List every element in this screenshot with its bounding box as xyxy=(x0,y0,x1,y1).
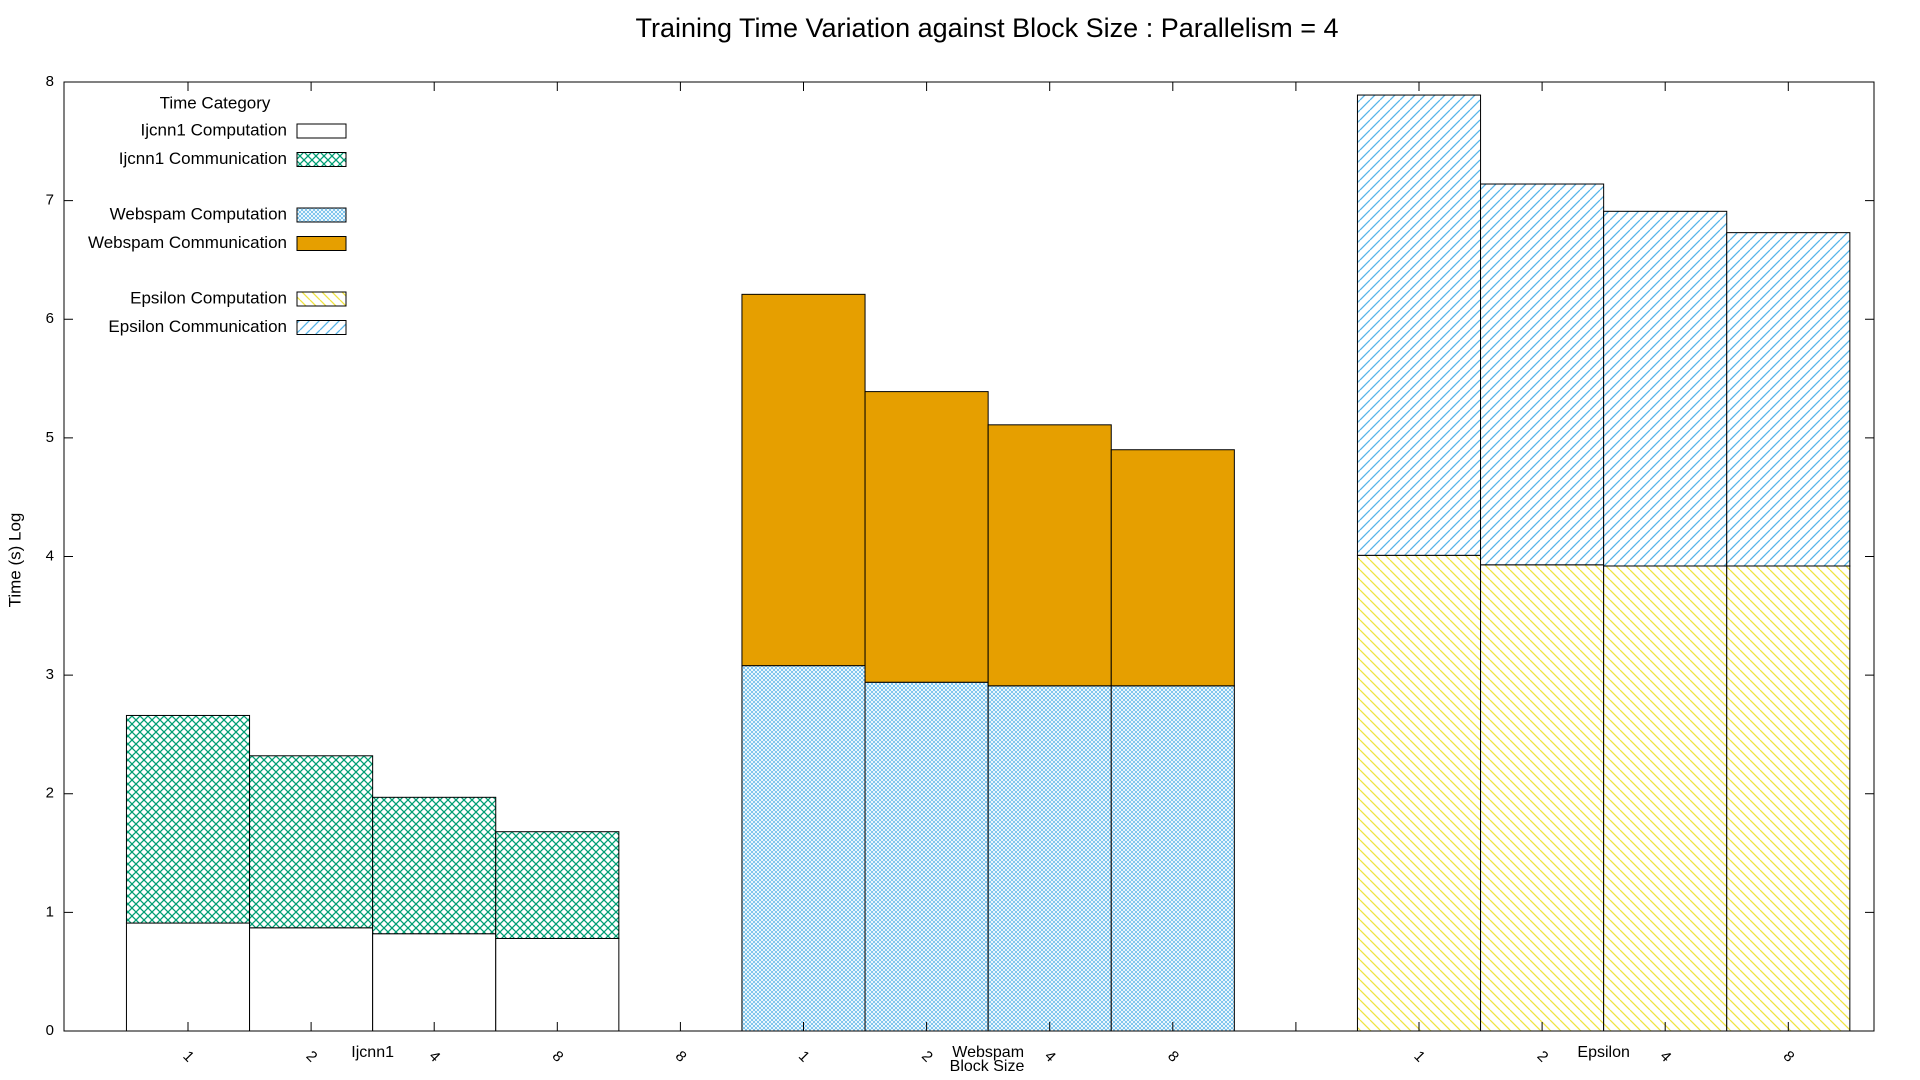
legend-label: Ijcnn1 Computation xyxy=(141,120,287,139)
group-label: Webspam xyxy=(952,1044,1024,1061)
bar-segment xyxy=(1480,564,1605,1032)
bar-segment xyxy=(1726,565,1851,1032)
bar-segment xyxy=(1603,565,1728,1032)
bar-segment xyxy=(741,293,866,667)
bar-segment xyxy=(864,681,989,1032)
legend-swatch xyxy=(296,207,347,223)
bar-segment xyxy=(1356,554,1482,1032)
y-tick-label: 1 xyxy=(46,903,54,920)
bar-segment xyxy=(1110,449,1235,687)
bar-segment xyxy=(125,714,251,924)
legend-label: Epsilon Computation xyxy=(130,288,287,307)
y-tick-label: 0 xyxy=(46,1022,54,1039)
legend-label: Ijcnn1 Communication xyxy=(119,149,287,168)
y-tick-label: 7 xyxy=(46,192,54,209)
y-tick-label: 5 xyxy=(46,429,54,446)
bar-segment xyxy=(1480,183,1605,566)
bar-segment xyxy=(372,796,497,935)
bar-segment xyxy=(372,933,497,1032)
bar-segment xyxy=(987,424,1112,687)
y-tick-label: 4 xyxy=(46,547,54,564)
y-tick-label: 3 xyxy=(46,666,54,683)
bar-segment xyxy=(1726,232,1851,567)
legend-swatch xyxy=(296,320,347,335)
bar-segment xyxy=(495,831,620,939)
bar-segment xyxy=(1603,210,1728,567)
chart-title: Training Time Variation against Block Si… xyxy=(635,13,1338,43)
legend-label: Webspam Communication xyxy=(88,233,287,252)
group-label: Epsilon xyxy=(1577,1044,1629,1061)
legend-title: Time Category xyxy=(160,93,271,112)
y-tick-label: 8 xyxy=(46,73,54,90)
y-axis-label: Time (s) Log xyxy=(5,513,24,608)
bar-segment xyxy=(1356,94,1482,556)
bar-segment xyxy=(741,665,866,1032)
bar-segment xyxy=(125,922,251,1032)
bar-segment xyxy=(1110,685,1235,1032)
legend-label: Epsilon Communication xyxy=(108,317,287,336)
x-axis-label: Block Size xyxy=(950,1058,1025,1075)
legend-swatch xyxy=(296,236,347,251)
bar-segment xyxy=(249,927,374,1032)
y-tick-label: 2 xyxy=(46,785,54,802)
group-label: Ijcnn1 xyxy=(351,1044,394,1061)
legend-swatch xyxy=(296,123,347,139)
bar-segment xyxy=(987,685,1112,1032)
y-tick-label: 6 xyxy=(46,310,54,327)
bar-segment xyxy=(864,391,989,683)
legend-label: Webspam Computation xyxy=(110,204,287,223)
legend-swatch xyxy=(296,152,347,167)
bar-segment xyxy=(249,755,374,929)
legend-swatch xyxy=(296,291,347,307)
bar-segment xyxy=(495,937,620,1032)
